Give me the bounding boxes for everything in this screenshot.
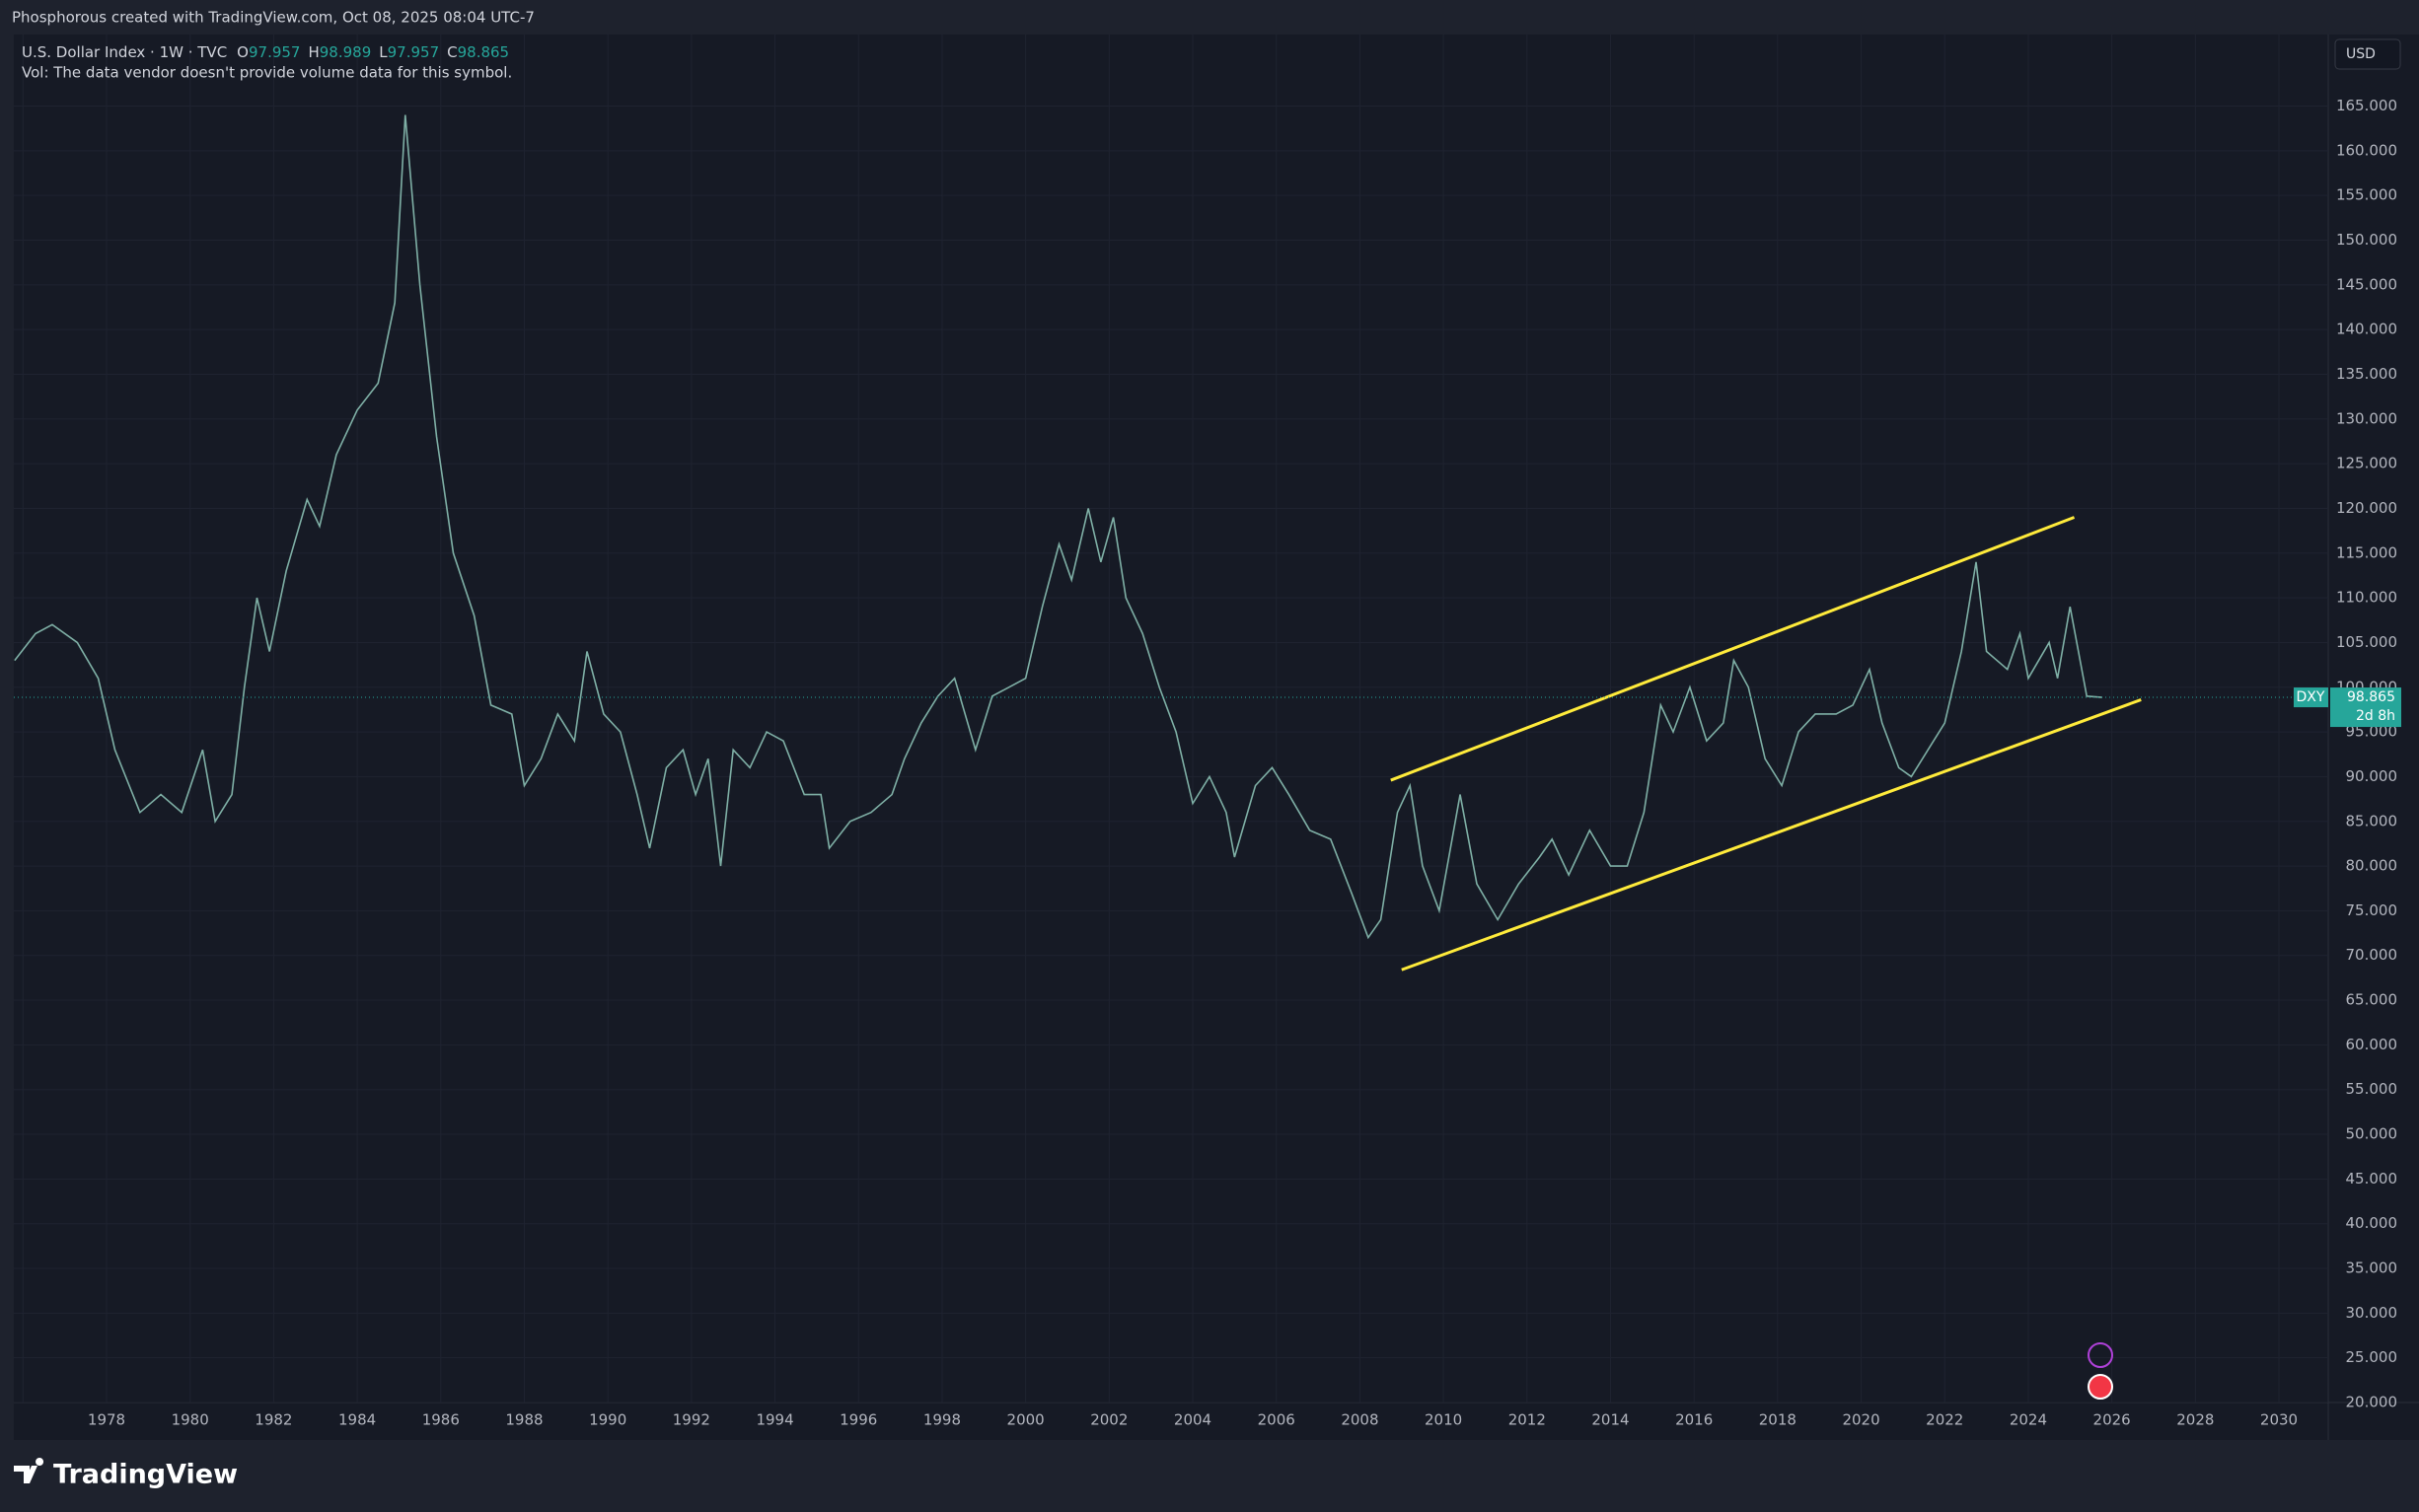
y-tick-label: 110.000: [2336, 589, 2397, 607]
y-tick-label: 95.000: [2346, 723, 2398, 741]
x-tick-label: 2024: [2010, 1411, 2047, 1429]
symbol-title: U.S. Dollar Index · 1W · TVC: [22, 43, 227, 61]
x-tick-label: 2016: [1675, 1411, 1713, 1429]
ohlc-label: C: [447, 43, 457, 61]
y-tick-label: 75.000: [2346, 901, 2398, 919]
ohlc-label: L: [379, 43, 388, 61]
y-tick-label: 50.000: [2346, 1125, 2398, 1143]
y-tick-label: 160.000: [2336, 141, 2397, 159]
event-icon[interactable]: [2088, 1342, 2113, 1368]
ohlc-value: 97.957: [249, 43, 301, 61]
price-badge: [2330, 687, 2401, 728]
x-tick-label: 1998: [923, 1411, 961, 1429]
x-tick-label: 2004: [1174, 1411, 1211, 1429]
y-tick-label: 80.000: [2346, 857, 2398, 875]
y-tick-label: 25.000: [2346, 1348, 2398, 1366]
volume-note: Vol: The data vendor doesn't provide vol…: [22, 64, 512, 82]
ohlc-value: 97.957: [388, 43, 440, 61]
y-tick-label: 65.000: [2346, 991, 2398, 1009]
ohlc-label: H: [308, 43, 319, 61]
y-tick-label: 125.000: [2336, 455, 2397, 472]
x-tick-label: 2000: [1007, 1411, 1045, 1429]
trend-line: [1390, 516, 2076, 782]
x-tick-label: 1978: [88, 1411, 125, 1429]
x-tick-label: 1982: [255, 1411, 292, 1429]
y-tick-label: 155.000: [2336, 186, 2397, 204]
x-tick-label: 2010: [1425, 1411, 1462, 1429]
y-tick-label: 165.000: [2336, 97, 2397, 114]
y-tick-label: 90.000: [2346, 767, 2398, 785]
price-line: [14, 114, 2102, 940]
x-tick-label: 2002: [1090, 1411, 1128, 1429]
y-tick-label: 105.000: [2336, 633, 2397, 651]
symbol-badge: [2294, 687, 2328, 708]
y-tick-label: 120.000: [2336, 499, 2397, 517]
x-tick-label: 1988: [505, 1411, 543, 1429]
y-tick-label: 40.000: [2346, 1214, 2398, 1232]
y-tick-label: 130.000: [2336, 409, 2397, 427]
x-tick-label: 2020: [1842, 1411, 1879, 1429]
currency-label[interactable]: USD: [2346, 46, 2376, 62]
y-tick-label: 45.000: [2346, 1170, 2398, 1188]
x-tick-label: 1996: [840, 1411, 877, 1429]
footer: [0, 1440, 2419, 1512]
y-tick-label: 135.000: [2336, 365, 2397, 383]
y-tick-label: 85.000: [2346, 812, 2398, 829]
price-axis: [2328, 35, 2419, 1440]
y-tick-label: 30.000: [2346, 1304, 2398, 1322]
event-icon[interactable]: [2088, 1374, 2113, 1400]
x-tick-label: 2012: [1508, 1411, 1546, 1429]
x-tick-label: 2028: [2176, 1411, 2214, 1429]
price-badge-label: 98.865: [2347, 689, 2395, 705]
x-tick-label: 2030: [2260, 1411, 2298, 1429]
x-tick-label: 1980: [172, 1411, 209, 1429]
x-tick-label: 2014: [1591, 1411, 1629, 1429]
x-tick-label: 2008: [1341, 1411, 1378, 1429]
y-tick-label: 115.000: [2336, 543, 2397, 561]
y-tick-label: 145.000: [2336, 275, 2397, 293]
y-tick-label: 60.000: [2346, 1036, 2398, 1053]
ohlc-label: O: [237, 43, 249, 61]
y-tick-label: 140.000: [2336, 321, 2397, 338]
y-tick-label: 35.000: [2346, 1260, 2398, 1277]
header-text: Phosphorous created with TradingView.com…: [12, 9, 535, 27]
x-tick-label: 2022: [1926, 1411, 1963, 1429]
symbol-badge-label: DXY: [2297, 689, 2325, 705]
ohlc-value: 98.989: [320, 43, 372, 61]
brand-logo: [14, 1458, 44, 1483]
y-tick-label: 150.000: [2336, 231, 2397, 249]
x-tick-label: 1994: [756, 1411, 793, 1429]
time-axis: [14, 1403, 2328, 1440]
legend: U.S. Dollar Index · 1W · TVC O97.957 H98.9…: [22, 43, 509, 61]
currency-button[interactable]: [2334, 38, 2401, 70]
x-tick-label: 1992: [673, 1411, 710, 1429]
x-tick-label: 2006: [1258, 1411, 1295, 1429]
brand-name: TradingView: [53, 1460, 238, 1490]
y-tick-label: 20.000: [2346, 1394, 2398, 1411]
x-tick-label: 2018: [1759, 1411, 1796, 1429]
y-tick-label: 70.000: [2346, 946, 2398, 964]
top-bar: [0, 0, 2419, 35]
x-tick-label: 1986: [422, 1411, 460, 1429]
ohlc-value: 98.865: [458, 43, 510, 61]
trend-line: [1401, 698, 2142, 972]
x-tick-label: 1990: [589, 1411, 626, 1429]
countdown-label: 2d 8h: [2356, 708, 2395, 724]
x-tick-label: 2026: [2093, 1411, 2131, 1429]
x-tick-label: 1984: [338, 1411, 376, 1429]
y-tick-label: 55.000: [2346, 1080, 2398, 1098]
